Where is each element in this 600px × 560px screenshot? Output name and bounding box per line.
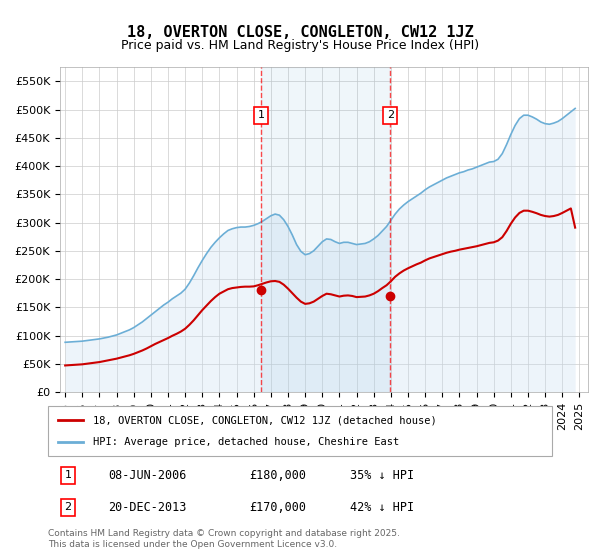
Text: 18, OVERTON CLOSE, CONGLETON, CW12 1JZ: 18, OVERTON CLOSE, CONGLETON, CW12 1JZ [127,25,473,40]
FancyBboxPatch shape [48,406,552,456]
Text: 2: 2 [387,110,394,120]
Text: Price paid vs. HM Land Registry's House Price Index (HPI): Price paid vs. HM Land Registry's House … [121,39,479,52]
Text: 18, OVERTON CLOSE, CONGLETON, CW12 1JZ (detached house): 18, OVERTON CLOSE, CONGLETON, CW12 1JZ (… [94,415,437,425]
Text: 1: 1 [258,110,265,120]
Text: 1: 1 [65,470,71,480]
Text: 08-JUN-2006: 08-JUN-2006 [109,469,187,482]
Text: £180,000: £180,000 [250,469,307,482]
Text: Contains HM Land Registry data © Crown copyright and database right 2025.
This d: Contains HM Land Registry data © Crown c… [48,529,400,549]
Text: 35% ↓ HPI: 35% ↓ HPI [350,469,415,482]
Text: 2: 2 [65,502,72,512]
Text: HPI: Average price, detached house, Cheshire East: HPI: Average price, detached house, Ches… [94,437,400,447]
Text: £170,000: £170,000 [250,501,307,514]
Text: 42% ↓ HPI: 42% ↓ HPI [350,501,415,514]
Bar [261,67,391,392]
Text: 20-DEC-2013: 20-DEC-2013 [109,501,187,514]
